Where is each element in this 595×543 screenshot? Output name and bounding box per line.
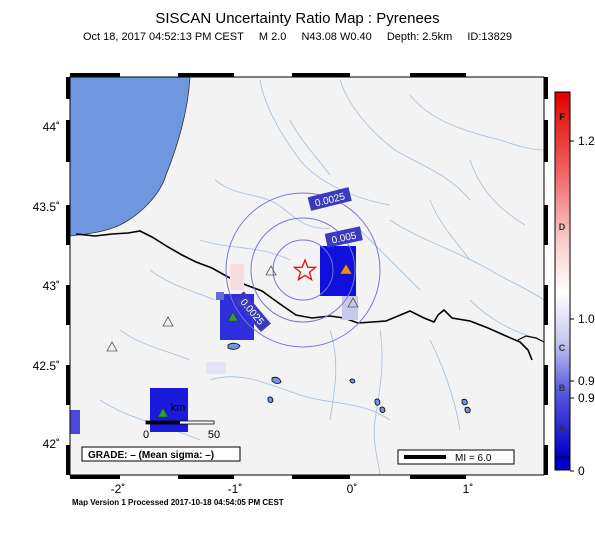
uncertainty-contours xyxy=(225,192,381,348)
event-id: ID:13829 xyxy=(467,31,512,43)
epicenter-star[interactable] xyxy=(292,258,318,282)
svg-text:km: km xyxy=(171,402,186,414)
map-subtitle: Oct 18, 2017 04:52:13 PM CEST M 2.0 N43.… xyxy=(0,31,595,43)
svg-text:50: 50 xyxy=(208,429,220,441)
svg-text:42˚: 42˚ xyxy=(43,437,60,451)
contour-label-2: 0.005 xyxy=(324,226,363,248)
event-coords: N43.08 W0.40 xyxy=(301,31,372,43)
svg-text:1.2: 1.2 xyxy=(578,134,595,148)
event-depth: Depth: 2.5km xyxy=(386,31,453,43)
mi-legend: MI = 6.0 xyxy=(397,449,515,465)
map-title: SISCAN Uncertainty Ratio Map : Pyrenees xyxy=(155,10,440,27)
svg-text:0.9: 0.9 xyxy=(578,391,595,405)
frame-ticks xyxy=(66,73,548,479)
svg-text:-2˚: -2˚ xyxy=(111,482,126,496)
scale-bar: km 0 50 xyxy=(143,402,220,441)
longitude-labels: -2˚ -1˚ 0˚ 1˚ xyxy=(111,482,474,496)
svg-text:42.5˚: 42.5˚ xyxy=(33,359,60,373)
event-magnitude: M 2.0 xyxy=(258,31,287,43)
colorbar: F D C B A 1.2 1.0 0.9 0.9 0 xyxy=(554,91,595,478)
svg-text:43˚: 43˚ xyxy=(43,279,60,293)
latitude-labels: 44˚ 43.5˚ 43˚ 42.5˚ 42˚ xyxy=(33,120,60,451)
grade-box: GRADE: – (Mean sigma: –) xyxy=(81,446,241,462)
svg-text:MI = 6.0: MI = 6.0 xyxy=(455,453,492,464)
svg-text:0.005: 0.005 xyxy=(331,230,358,246)
map-footer: Map Version 1 Processed 2017-10-18 04:54… xyxy=(72,498,284,507)
svg-text:0˚: 0˚ xyxy=(347,482,358,496)
svg-text:1˚: 1˚ xyxy=(463,482,474,496)
lakes xyxy=(227,342,471,414)
border-andorra-east xyxy=(517,335,544,343)
svg-text:44˚: 44˚ xyxy=(43,120,60,134)
svg-text:C: C xyxy=(559,343,566,353)
svg-text:B: B xyxy=(559,383,566,393)
svg-text:F: F xyxy=(559,112,565,122)
station-markers xyxy=(106,263,359,418)
svg-text:D: D xyxy=(559,222,566,232)
svg-text:0: 0 xyxy=(578,464,585,478)
border-france-spain xyxy=(75,230,533,361)
svg-text:-1˚: -1˚ xyxy=(228,482,243,496)
event-date: Oct 18, 2017 04:52:13 PM CEST xyxy=(83,31,244,43)
ocean-area xyxy=(70,77,191,237)
svg-text:GRADE: – (Mean sigma: –): GRADE: – (Mean sigma: –) xyxy=(88,450,214,461)
svg-text:0: 0 xyxy=(143,429,149,441)
svg-text:1.0: 1.0 xyxy=(578,312,595,326)
svg-text:0.9: 0.9 xyxy=(578,374,595,388)
svg-text:43.5˚: 43.5˚ xyxy=(33,200,60,214)
svg-text:A: A xyxy=(559,423,566,433)
